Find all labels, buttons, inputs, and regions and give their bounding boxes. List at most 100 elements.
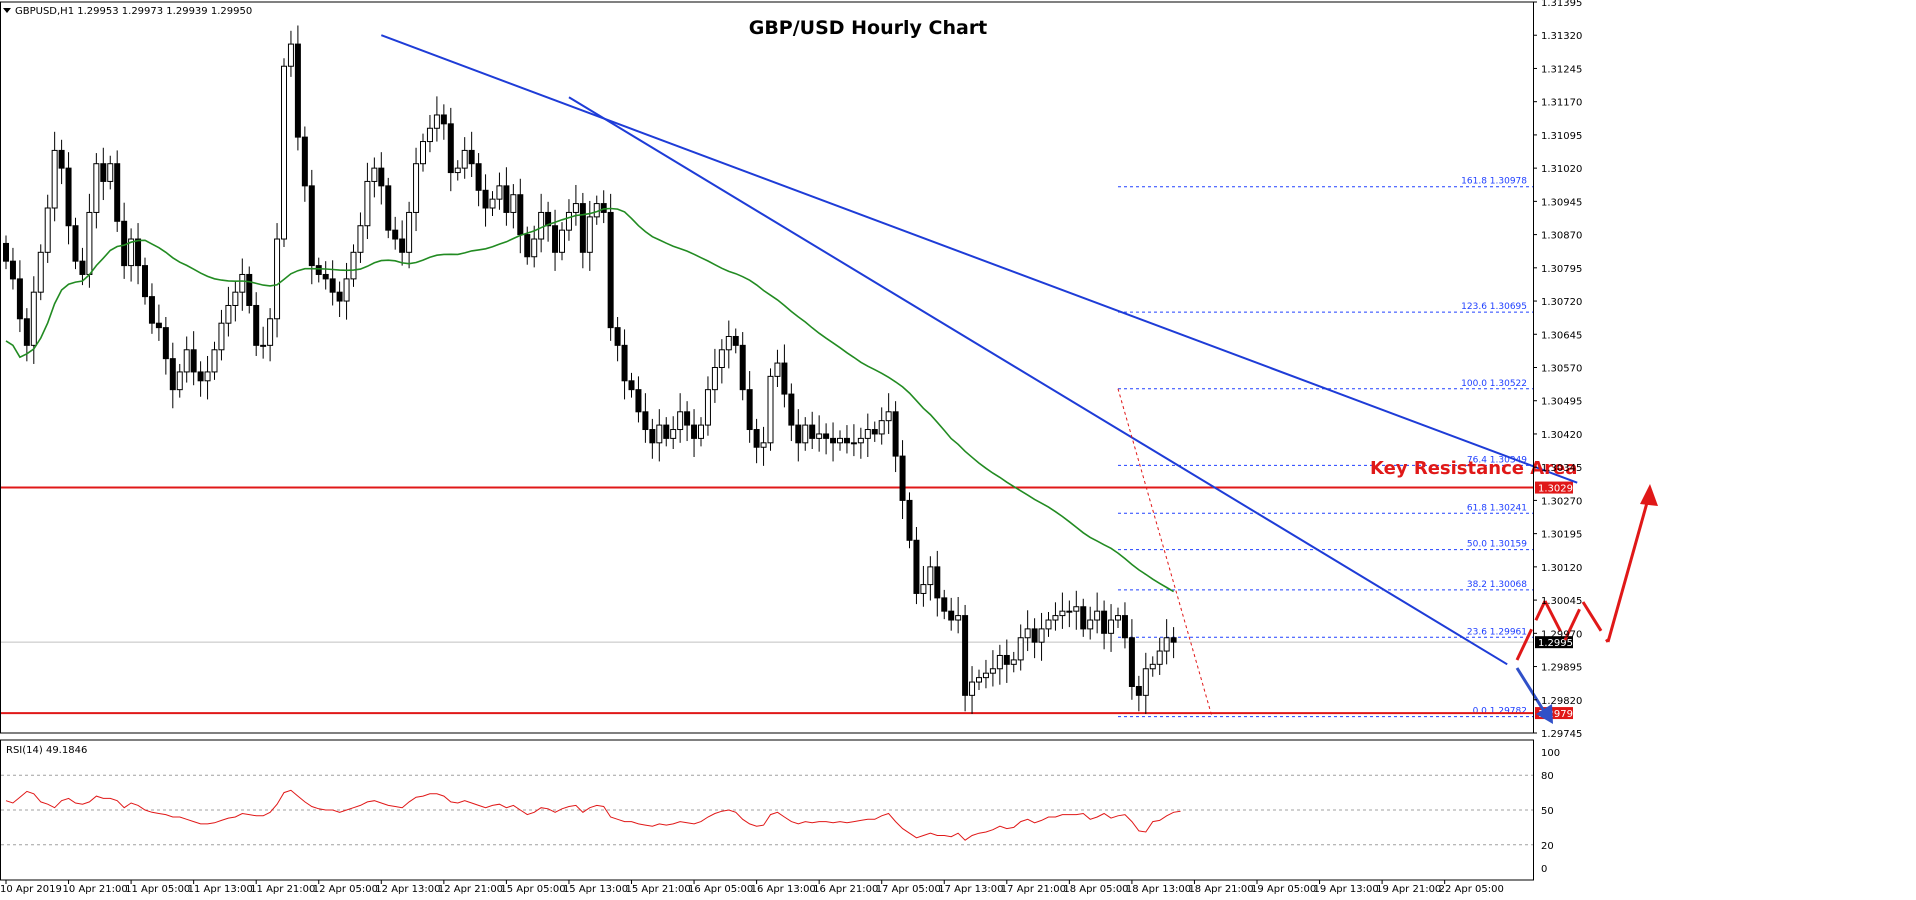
price-tick-label: 1.29970 xyxy=(1541,629,1582,640)
bull-candle xyxy=(767,375,774,444)
price-tick-label: 1.30120 xyxy=(1541,563,1582,574)
bear-candle xyxy=(614,327,621,346)
fib-layer: 161.8 1.30978 123.6 1.30695 100.0 1.30522 7… xyxy=(1118,177,1533,718)
price-tick-label: 1.30870 xyxy=(1541,231,1582,242)
time-tick-label: 15 Apr 21:00 xyxy=(626,884,691,895)
bull-candle xyxy=(1156,650,1163,665)
bear-candle xyxy=(322,273,329,280)
bull-candle xyxy=(232,291,239,306)
bull-candle xyxy=(1149,663,1156,670)
time-tick-label: 18 Apr 13:00 xyxy=(1126,884,1191,895)
bull-candle xyxy=(239,273,246,293)
bull-candle xyxy=(176,371,183,391)
price-tick-label: 1.30045 xyxy=(1541,596,1582,607)
time-tick-label: 10 Apr 2019 xyxy=(0,884,62,895)
bull-candle xyxy=(837,437,843,444)
bull-candle xyxy=(718,349,725,368)
fib-level-label: 161.8 1.30978 xyxy=(1461,177,1527,187)
bear-candle xyxy=(121,220,128,267)
bull-candle xyxy=(878,420,885,435)
bear-candle xyxy=(524,234,531,258)
bear-candle xyxy=(148,296,155,324)
symbol-header: GBPUSD,H1 1.29953 1.29973 1.29939 1.2995… xyxy=(15,6,252,17)
bear-candle xyxy=(155,322,162,329)
price-tick-label: 1.31095 xyxy=(1541,131,1582,142)
bull-candle xyxy=(670,429,677,439)
bull-candle xyxy=(1024,628,1031,639)
time-tick-label: 10 Apr 21:00 xyxy=(63,884,128,895)
bear-candle xyxy=(142,265,148,298)
time-tick-label: 17 Apr 05:00 xyxy=(876,884,941,895)
bull-candle xyxy=(37,251,44,293)
price-tick-label: 1.29895 xyxy=(1541,663,1582,674)
bull-candle xyxy=(1115,615,1121,621)
bear-candle xyxy=(79,260,86,275)
bear-candle xyxy=(579,203,586,253)
bear-candle xyxy=(294,43,301,138)
bear-candle xyxy=(517,194,524,236)
fib-level-label: 50.0 1.30159 xyxy=(1467,540,1527,550)
bull-candle xyxy=(1073,606,1080,612)
bear-candle xyxy=(169,358,176,391)
bear-candle xyxy=(635,389,642,413)
bear-candle xyxy=(913,539,920,594)
bear-candle xyxy=(1128,637,1135,687)
bear-candle xyxy=(684,411,691,426)
bull-candle xyxy=(204,371,211,382)
bull-candle xyxy=(426,127,433,143)
bear-candle xyxy=(621,344,628,382)
level-layer: 1.30299 1.29790 1.29950 xyxy=(1,481,1579,720)
bear-candle xyxy=(301,136,308,187)
bull-candle xyxy=(927,566,934,586)
bear-candle xyxy=(962,615,969,696)
bear-candle xyxy=(795,424,802,444)
bear-candle xyxy=(315,265,322,275)
rsi-pane-frame xyxy=(0,739,1534,881)
bull-candle xyxy=(433,114,440,129)
bear-candle xyxy=(329,278,336,293)
bear-candle xyxy=(162,327,169,360)
bull-candle xyxy=(774,362,781,377)
bull-candle xyxy=(711,367,718,391)
bear-candle xyxy=(607,211,614,329)
rsi-header: RSI(14) 49.1846 xyxy=(6,745,87,756)
dropdown-triangle-icon[interactable] xyxy=(3,8,11,13)
bear-candle xyxy=(16,278,23,320)
time-tick-label: 15 Apr 05:00 xyxy=(500,884,565,895)
bull-candle xyxy=(1059,610,1066,617)
bull-candle xyxy=(1163,637,1170,652)
price-tick-label: 1.30795 xyxy=(1541,264,1582,275)
bull-candle xyxy=(1038,628,1045,643)
bear-candle xyxy=(385,185,392,231)
bull-candle xyxy=(357,225,364,253)
bear-candle xyxy=(781,362,788,395)
bull-candle xyxy=(656,424,663,444)
bull-candle xyxy=(885,411,892,422)
bear-candle xyxy=(843,437,850,444)
bull-candle xyxy=(225,304,232,324)
bull-candle xyxy=(920,584,927,594)
bull-candle xyxy=(572,203,579,213)
bull-candle xyxy=(857,437,864,444)
bull-candle xyxy=(107,163,114,182)
bull-candle xyxy=(1045,619,1052,630)
bear-candle xyxy=(1101,610,1108,634)
bear-candle xyxy=(503,185,510,213)
bull-candle xyxy=(996,654,1003,670)
bear-candle xyxy=(691,424,698,439)
bull-candle xyxy=(211,349,218,373)
bull-candle xyxy=(350,251,357,280)
scenario-path-segment xyxy=(1515,600,1547,661)
rsi-line xyxy=(5,789,1181,841)
bear-candle xyxy=(392,229,399,240)
time-tick-label: 12 Apr 21:00 xyxy=(438,884,503,895)
bull-candle xyxy=(1017,637,1024,661)
bull-candle xyxy=(218,322,225,351)
bull-candle xyxy=(30,291,37,346)
chart-title: GBP/USD Hourly Chart xyxy=(749,17,988,39)
bull-candle xyxy=(86,211,93,275)
bull-candle xyxy=(183,349,190,373)
bear-candle xyxy=(197,371,204,382)
bull-candle xyxy=(559,229,565,253)
